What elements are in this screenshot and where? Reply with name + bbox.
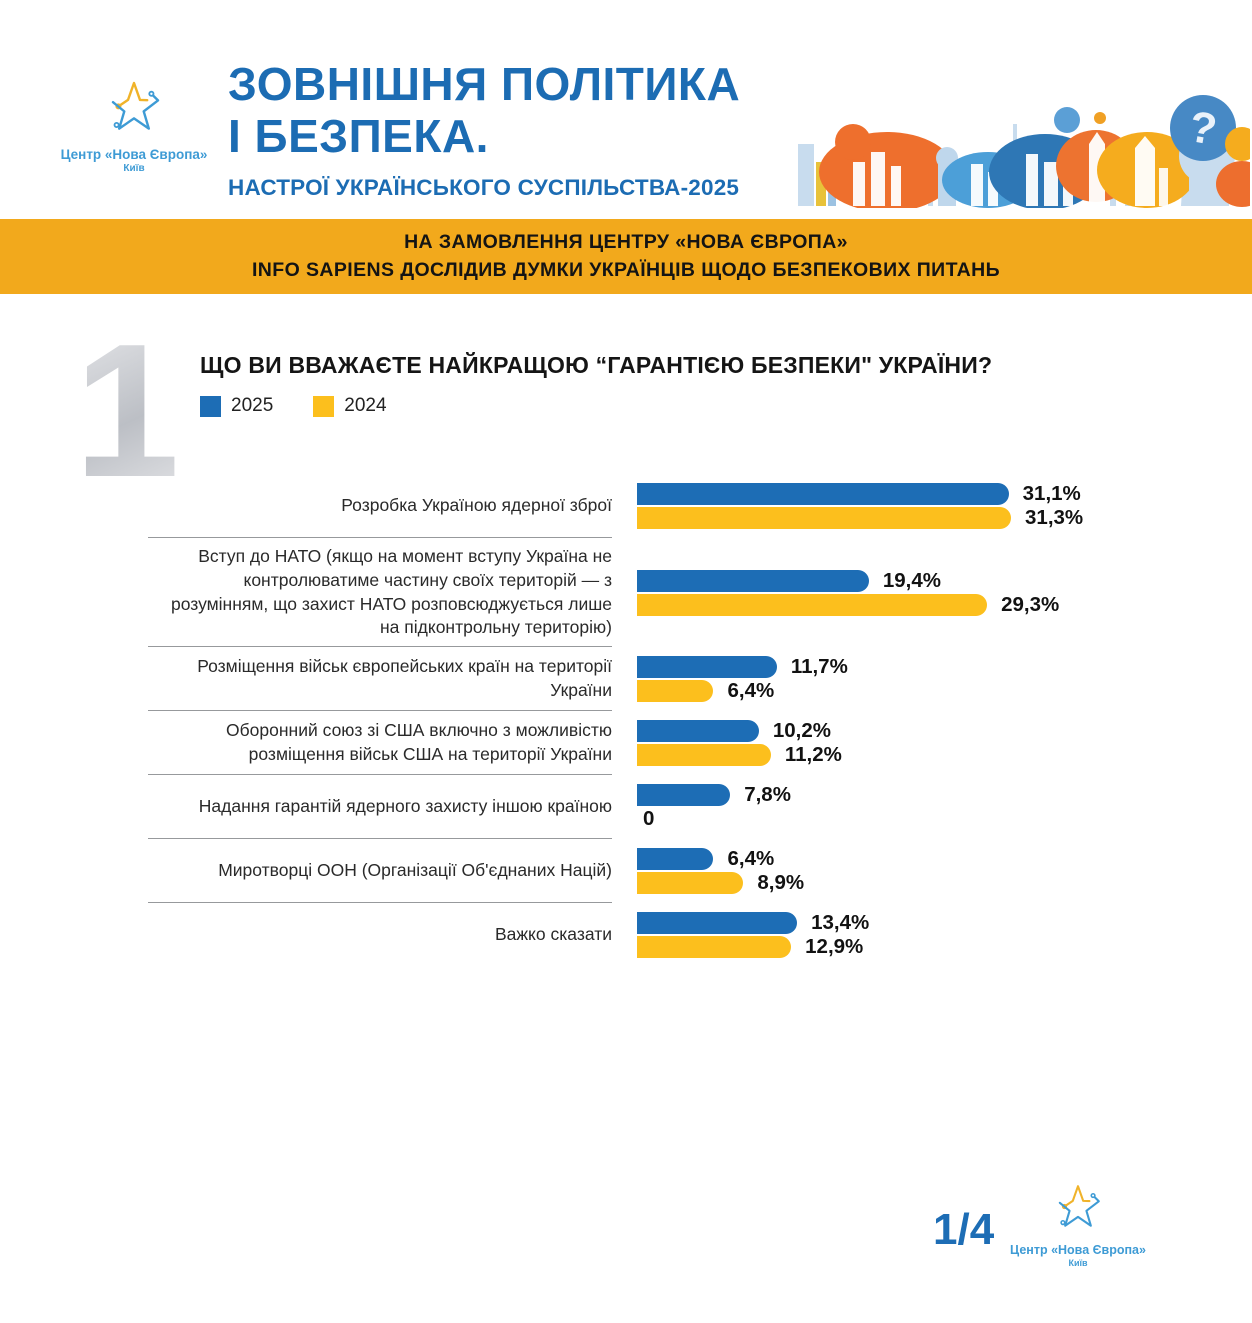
bar-value-2024: 29,3% [1001,592,1060,616]
logo-city: Київ [123,163,145,174]
bar-2025 [637,912,798,935]
logo-name: Центр «Нова Європа» [60,147,208,162]
bar-value-2025: 7,8% [744,783,791,807]
legend-label-2024: 2024 [344,395,387,416]
question-title: ЩО ВИ ВВАЖАЄТЕ НАЙКРАЩОЮ “ГАРАНТІЄЮ БЕЗП… [200,352,993,378]
bar-value-2025: 19,4% [882,568,941,592]
bar-2024 [637,936,792,959]
category-label: Оборонний союз зі США включно з можливіс… [226,720,612,765]
bar-value-2025: 31,1% [1022,482,1081,505]
bar-value-2024: 0 [643,807,655,831]
bar-line-2024: 31,3% [637,506,1210,529]
chart-row: Важко сказати 13,4% 12,9% [148,903,1210,967]
category-label: Розробка Україною ядерної зброї [341,495,612,516]
legend-swatch-2024 [313,395,335,417]
legend-item-2024: 2024 [313,395,387,417]
bar-pair: 31,1% 31,3% [637,481,1210,531]
bar-line-2024: 11,2% [637,743,1210,767]
bar-value-2025: 10,2% [772,719,832,743]
chart-row: Розміщення військ європейських країн на … [148,647,1210,712]
bar-line-2024: 8,9% [637,871,1210,895]
chart-row: Вступ до НАТО (якщо на момент вступу Укр… [148,538,1210,648]
category-label: Важко сказати [494,924,612,945]
bar-value-2024: 6,4% [727,679,775,703]
category-label: Розміщення військ європейських країн на … [197,656,612,701]
commission-banner: НА ЗАМОВЛЕННЯ ЦЕНТРУ «НОВА ЄВРОПА» INFO … [0,219,1252,294]
question-block: ЩО ВИ ВВАЖАЄТЕ НАЙКРАЩОЮ “ГАРАНТІЄЮ БЕЗП… [200,352,992,417]
bar-2025 [637,569,869,592]
bar-2025 [637,784,731,807]
bar-2025 [637,848,714,871]
bar-value-2025: 13,4% [811,911,870,935]
bar-line-2025: 31,1% [637,482,1210,505]
nova-europe-star-icon [1058,1185,1100,1227]
chart-legend: 2025 2024 [200,395,992,417]
chart-row: Оборонний союз зі США включно з можливіс… [148,711,1210,776]
bar-2025 [637,656,777,679]
bar-line-2024: 12,9% [637,935,1210,959]
chart-row: Миротворці ООН (Організації Об'єднаних Н… [148,839,1210,904]
bar-line-2024: 6,4% [637,679,1210,703]
bar-value-2024: 8,9% [757,871,805,895]
category-label: Надання гарантій ядерного захисту іншою … [198,796,612,817]
category-label: Вступ до НАТО (якщо на момент вступу Укр… [170,546,612,638]
bar-line-2025: 7,8% [637,783,1210,807]
bar-pair: 19,4% 29,3% [637,568,1210,618]
bar-pair: 13,4% 12,9% [637,910,1210,960]
bar-chart: Розробка Україною ядерної зброї 31,1% 31,3… [148,474,1210,967]
page-subtitle: НАСТРОЇ УКРАЇНСЬКОГО СУСПІЛЬСТВА-2025 [228,175,740,200]
bar-value-2025: 6,4% [727,847,775,871]
bar-value-2024: 11,2% [784,743,842,767]
bar-value-2024: 12,9% [805,935,864,959]
bar-2025 [637,483,1009,505]
category-label: Миротворці ООН (Організації Об'єднаних Н… [218,860,612,881]
legend-item-2025: 2025 [200,395,273,417]
bar-pair: 11,7% 6,4% [637,654,1210,704]
bar-2024 [637,507,1012,529]
bar-line-2025: 11,7% [637,655,1210,679]
bar-value-2024: 31,3% [1025,506,1084,529]
page-indicator: 1/4 [933,1205,995,1254]
bar-line-2025: 10,2% [637,719,1210,743]
logo-name: Центр «Нова Європа» [1010,1243,1146,1257]
bar-line-2025: 6,4% [637,847,1210,871]
legend-label-2025: 2025 [231,395,274,416]
bar-value-2025: 11,7% [790,655,848,679]
bar-2024 [637,593,988,616]
nova-europe-star-icon [111,81,160,130]
logo-city: Київ [1068,1258,1088,1268]
footer-logo: Центр «Нова Європа» Київ [1003,1180,1153,1268]
question-number: 1 [74,305,180,517]
bar-line-2025: 13,4% [637,911,1210,935]
legend-swatch-2025 [200,395,221,417]
bar-line-2024: 29,3% [637,592,1210,616]
chart-row: Розробка Україною ядерної зброї 31,1% 31,3… [148,474,1210,538]
banner-line-2: INFO SAPIENS ДОСЛІДИВ ДУМКИ УКРАЇНЦІВ ЩО… [251,259,1001,281]
bar-2025 [637,720,759,743]
city-skyline-illustration: ? [798,95,1250,208]
bar-2024 [637,744,771,767]
banner-line-1: НА ЗАМОВЛЕННЯ ЦЕНТРУ «НОВА ЄВРОПА» [404,231,848,253]
bar-line-2025: 19,4% [637,568,1210,592]
page-title: ЗОВНІШНЯ ПОЛІТИКА І БЕЗПЕКА. [228,58,741,162]
bar-2024 [637,680,714,703]
header-title-block: ЗОВНІШНЯ ПОЛІТИКА І БЕЗПЕКА. НАСТРОЇ УКР… [228,58,740,201]
bar-pair: 7,8% 0 [637,782,1210,832]
header-logo: Центр «Нова Європа» Київ [42,76,226,174]
bar-line-2024: 0 [637,807,1210,831]
bar-pair: 6,4% 8,9% [637,846,1210,896]
bar-pair: 10,2% 11,2% [637,718,1210,768]
bar-2024 [637,872,744,895]
chart-row: Надання гарантій ядерного захисту іншою … [148,775,1210,840]
